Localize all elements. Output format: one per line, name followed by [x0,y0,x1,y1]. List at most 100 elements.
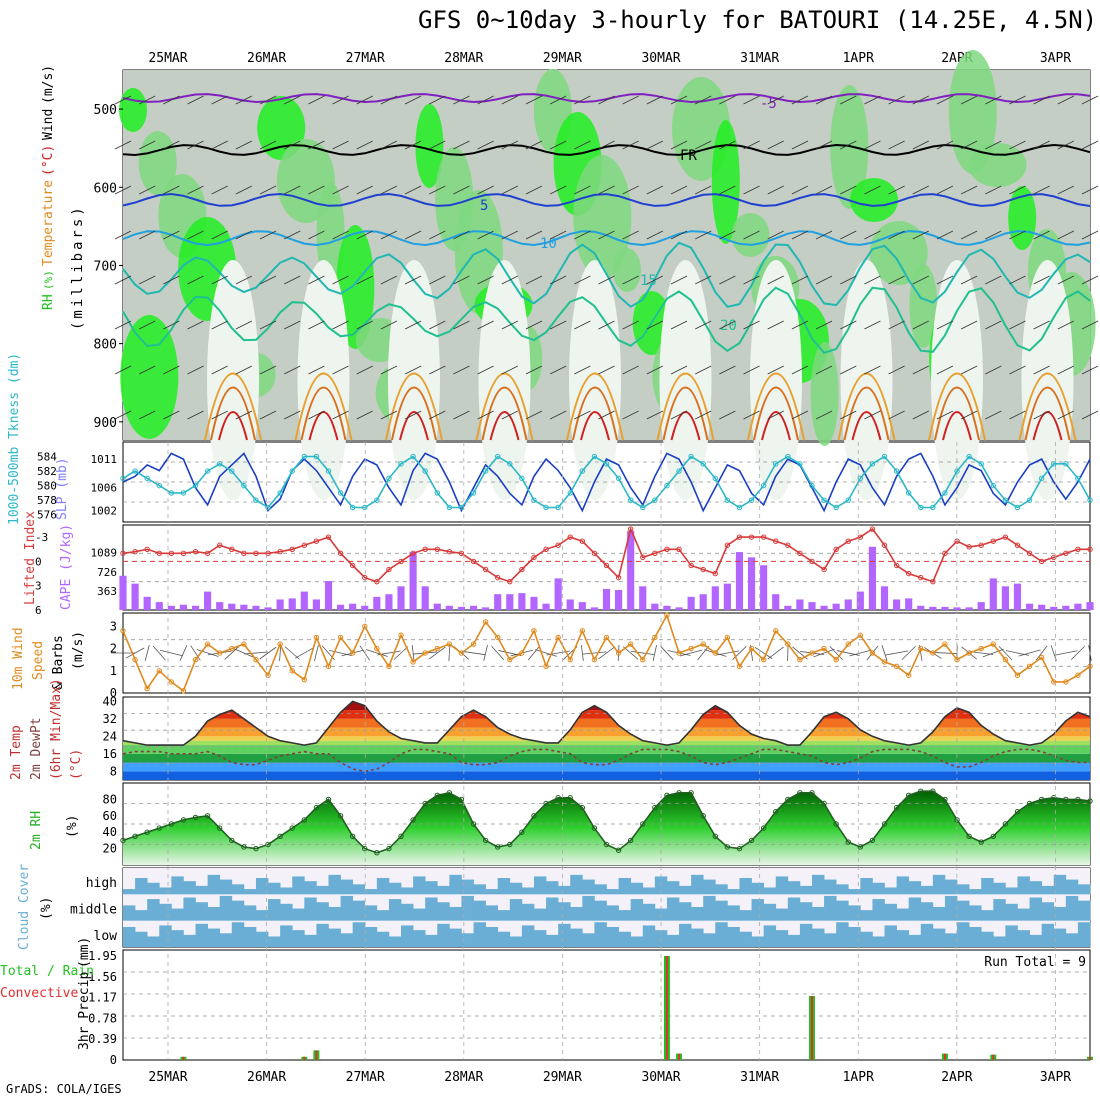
thickness-line-point [1014,504,1021,511]
date-label-top: 30MAR [641,51,680,66]
wind-barb [453,140,470,150]
temperature-band [123,710,1090,719]
lifted-index-line-point [676,546,682,552]
wind-barb [791,230,809,240]
cloud-bar [848,905,861,921]
wind-barb [864,410,881,420]
wind-barb [187,365,204,375]
cloud-bar [207,928,221,947]
wind-speed-line-point [277,641,283,647]
cape-bar [469,605,478,610]
lifted-index-line-point [192,549,199,555]
cloud-bar [679,923,692,947]
surface-wind-barb [622,646,639,660]
wind-barb [163,365,180,375]
wind-barb [138,410,156,420]
cloud-bar [195,923,208,947]
lifted-index-line-point [1026,550,1033,557]
wind-barb [549,410,567,420]
temperature-band [123,740,1090,746]
rh-line-point [700,813,706,819]
cloud-bar [908,881,922,895]
wind-speed-line-point [736,663,743,670]
wind-barb [791,320,809,330]
wind-barb [1009,140,1026,150]
lifted-index-line-point [301,542,308,548]
wind-speed-line-point [591,656,598,663]
cape-bar [264,607,272,610]
temperature-isotherm-warm [572,386,618,441]
rh-contour-fill [1008,186,1037,250]
wind-speed-line-point [990,641,996,647]
wind-barb [308,140,325,150]
ylabel-wind-unit2: (m/s) [71,631,86,670]
wind-barb [598,140,615,150]
rh-line-point [386,845,392,852]
ylabel-cape: CAPE (J/kg) [59,524,74,610]
thickness-line-point [241,482,247,489]
wind-barb [332,320,349,330]
wind-speed-line-point [301,676,308,683]
thickness-line-point [712,475,718,482]
lifted-index-line-point [482,566,489,573]
thickness-line-point [700,461,706,467]
lifted-index-line-point [398,558,404,565]
wind-barb [114,410,132,420]
cloud-bar [497,878,511,895]
cloud-bar [1041,885,1055,895]
wind-barb [646,185,664,195]
rh-line-point [132,833,138,839]
cape-bar [482,607,490,610]
ylabel-precip: 3hr Precip [77,972,92,1050]
rh-line-point [120,837,126,844]
wind-speed-line-point [422,650,428,656]
rh-line-point [845,839,851,845]
thickness-line-point [857,475,864,482]
wind-speed-line-point [398,632,404,638]
wind-barb [525,95,543,105]
wind-barb [767,140,784,150]
rh-line-point [507,841,513,848]
wind-barb [308,365,325,375]
wind-barb [936,230,954,240]
wind-barb [332,365,349,375]
surface-wind-barb [259,646,277,660]
rh-line-point [785,796,791,803]
cloud-bar [280,903,293,921]
wind-barb [622,320,639,330]
thickness-line-point [567,490,573,496]
wind-barb [332,230,349,240]
wind-speed-line-point [893,663,900,670]
cloud-bar [981,910,994,921]
cloud-bar [135,910,148,921]
wind-barb [163,275,180,285]
rh-line-point [954,817,960,823]
cloud-bar [606,905,619,921]
cloud-bar [884,887,897,895]
wind-barb [743,230,760,240]
temperature-isotherm-warm [837,372,896,441]
thickness-tick-label: 584 [37,451,57,464]
wind-barb [404,275,422,285]
wind-barb [163,185,180,195]
cape-bar [808,602,816,610]
surface-wind-barb [679,649,703,657]
rh-line-point [760,825,767,831]
thickness-line-point [1002,497,1009,503]
wind-speed-line-point [978,645,984,652]
cape-bar [977,602,985,610]
cloud-bar [183,934,196,947]
lifted-index-line-point [422,546,428,552]
ylabel-temperature-0: 2m Temp [9,725,24,780]
surface-wind-barb [881,645,888,661]
precip-tick-label: 1.56 [88,970,117,984]
wind-barb [574,95,591,105]
ylabel-precip-unit: (mm) [77,937,92,968]
wind-barb [1081,140,1099,150]
cloud-bar [739,910,752,921]
cloud-bar [243,889,257,895]
thickness-line-point [362,504,368,511]
wind-barb [888,410,905,420]
cape-bar [191,605,200,610]
wind-barb [622,140,639,150]
